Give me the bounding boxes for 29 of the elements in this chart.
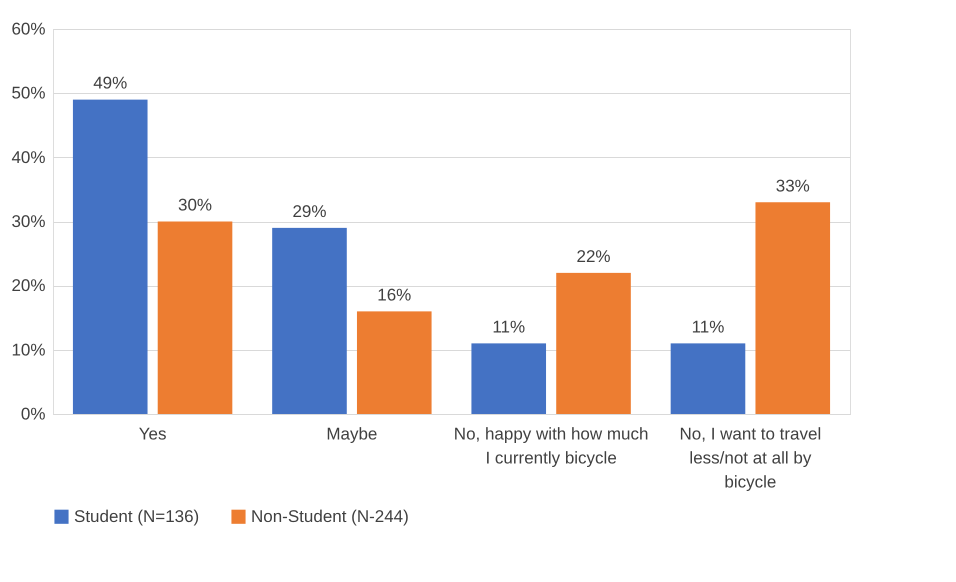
legend-label: Student (N=136) [74,506,200,526]
data-label: 11% [492,317,526,336]
x-tick-label: Yes [138,424,166,444]
y-tick-label: 10% [11,340,46,360]
y-tick-label: 0% [20,404,46,424]
bar [670,343,746,414]
data-label: 16% [377,285,412,304]
x-tick-label: No, happy with how much I currently bicycle [454,424,648,468]
data-label: 22% [576,246,611,266]
x-tick-label: No, I want to travel less/not at all by bicycle [680,424,822,492]
data-label: 11% [692,317,724,336]
x-tick-label: Maybe [326,424,378,444]
y-tick-label: 50% [11,84,46,103]
y-tick-label: 40% [11,148,46,167]
data-label: 30% [178,196,212,214]
bar [755,202,830,414]
y-tick-label: 20% [11,276,46,296]
bar [272,228,347,414]
bar [158,222,232,414]
bar [556,272,631,414]
bar [72,100,148,414]
legend-label: Non-Student (N-244) [251,506,409,526]
data-label: 29% [292,202,326,221]
y-tick-label: 30% [11,212,46,231]
y-tick-label: 60% [11,20,46,38]
data-label: 49% [93,74,128,93]
bar [471,343,546,414]
bar [356,311,432,414]
data-label: 33% [776,176,810,196]
